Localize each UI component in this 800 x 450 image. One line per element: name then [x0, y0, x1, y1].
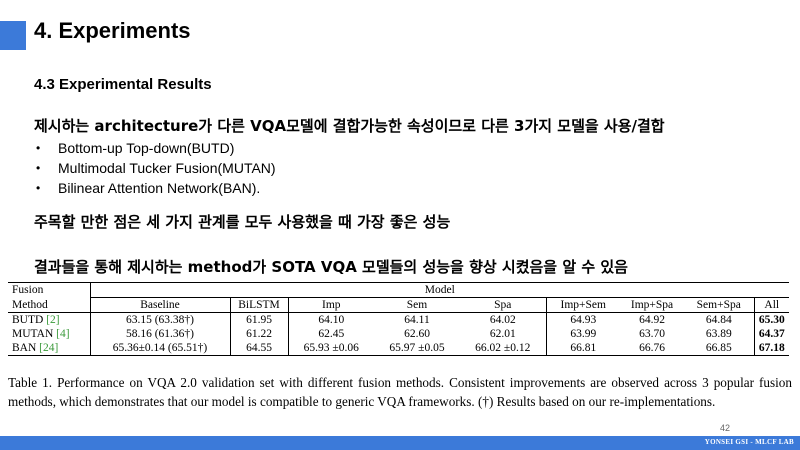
- cell: 66.02 ±0.12: [460, 341, 547, 356]
- cell: 63.70: [639, 328, 665, 340]
- header-method: Method: [8, 297, 91, 313]
- table-header-row-2: Method Baseline BiLSTM Imp Sem Spa Imp+S…: [8, 297, 789, 313]
- row-method: BAN [24]: [8, 341, 91, 356]
- section-subtitle: 4.3 Experimental Results: [34, 76, 212, 93]
- method-name: MUTAN: [12, 328, 54, 340]
- cell: 64.02: [460, 312, 547, 327]
- table-row: BUTD [2] 63.15 (63.38†) 61.95 64.10 64.1…: [8, 312, 789, 327]
- column-header: Sem+Spa: [684, 297, 755, 313]
- cell: 64.11: [404, 314, 430, 326]
- title-accent-bar: [0, 21, 26, 50]
- cell: 61.22: [230, 327, 289, 341]
- cell: 64.10: [318, 314, 345, 326]
- citation-link[interactable]: [2]: [46, 314, 60, 326]
- row-method: BUTD [2]: [8, 312, 91, 327]
- cell: 58.16 (61.36†): [90, 327, 231, 341]
- cell: 64.92: [639, 314, 665, 326]
- paragraph-best-performance: 주목할 만한 점은 세 가지 관계를 모두 사용했을 때 가장 좋은 성능: [34, 213, 451, 231]
- row-method: MUTAN [4]: [8, 327, 91, 341]
- table-caption: Table 1. Performance on VQA 2.0 validati…: [8, 375, 792, 409]
- cell: 62.60: [404, 328, 430, 340]
- cell-best: 65.30: [758, 314, 785, 326]
- cell: 63.99: [570, 328, 597, 340]
- results-table: Fusion Model Method Baseline BiLSTM Imp …: [8, 282, 789, 356]
- cell-best: 67.18: [754, 341, 789, 356]
- bullet-dot: •: [36, 181, 41, 195]
- table-row: BAN [24] 65.36±0.14 (65.51†) 64.55 65.93…: [8, 341, 789, 356]
- model-bullet-list: • Bottom-up Top-down(BUTD) • Multimodal Tu…: [36, 138, 276, 198]
- cell: 64.84: [684, 312, 755, 327]
- cell: 65.97 ±0.05: [374, 341, 460, 356]
- bullet-dot: •: [36, 161, 41, 175]
- paragraph-architecture: 제시하는 architecture가 다른 VQA모델에 결합가능한 속성이므로…: [34, 117, 665, 135]
- paragraph-conclusion: 결과들을 통해 제시하는 method가 SOTA VQA 모델들의 성능을 향…: [34, 258, 628, 276]
- cell: 62.45: [318, 328, 345, 340]
- footer-lab-name: YONSEI GSI - MLCF LAB: [704, 438, 794, 446]
- cell: 66.76: [620, 341, 684, 356]
- cell: 64.55: [230, 341, 289, 356]
- column-header: BiLSTM: [230, 297, 289, 313]
- column-header: Baseline: [90, 297, 231, 313]
- slide-title: 4. Experiments: [34, 18, 191, 43]
- cell: 65.93 ±0.06: [288, 341, 374, 356]
- cell: 66.81: [546, 341, 620, 356]
- column-header: Sem: [374, 297, 460, 313]
- cell: 63.89: [684, 327, 755, 341]
- header-fusion: Fusion: [8, 282, 91, 298]
- column-header: All: [754, 297, 789, 313]
- cell: 63.15 (63.38†): [90, 312, 231, 327]
- method-name: BUTD: [12, 314, 44, 326]
- method-name: BAN: [12, 342, 37, 354]
- citation-link[interactable]: [4]: [56, 328, 70, 340]
- bullet-text: Bottom-up Top-down(BUTD): [58, 140, 235, 156]
- page-number: 42: [719, 423, 730, 433]
- cell: 66.85: [684, 341, 755, 356]
- column-header: Imp: [288, 297, 374, 313]
- cell-best: 64.37: [758, 328, 785, 340]
- header-model: Model: [90, 282, 789, 298]
- table-header-row-1: Fusion Model: [8, 282, 789, 298]
- cell: 61.95: [230, 312, 289, 327]
- cell: 64.93: [570, 314, 597, 326]
- column-header: Spa: [460, 297, 547, 313]
- bullet-item: • Bottom-up Top-down(BUTD): [36, 138, 276, 158]
- bullet-text: Bilinear Attention Network(BAN).: [58, 180, 261, 196]
- column-header: Imp+Sem: [546, 297, 620, 313]
- table-row: MUTAN [4] 58.16 (61.36†) 61.22 62.45 62.…: [8, 327, 789, 341]
- bullet-item: • Bilinear Attention Network(BAN).: [36, 178, 276, 198]
- footer-bar: YONSEI GSI - MLCF LAB: [0, 436, 800, 450]
- bullet-dot: •: [36, 141, 41, 155]
- bullet-text: Multimodal Tucker Fusion(MUTAN): [58, 160, 276, 176]
- citation-link[interactable]: [24]: [39, 342, 59, 354]
- cell: 65.36±0.14 (65.51†): [90, 341, 231, 356]
- cell: 62.01: [460, 327, 547, 341]
- column-header: Imp+Spa: [620, 297, 684, 313]
- bullet-item: • Multimodal Tucker Fusion(MUTAN): [36, 158, 276, 178]
